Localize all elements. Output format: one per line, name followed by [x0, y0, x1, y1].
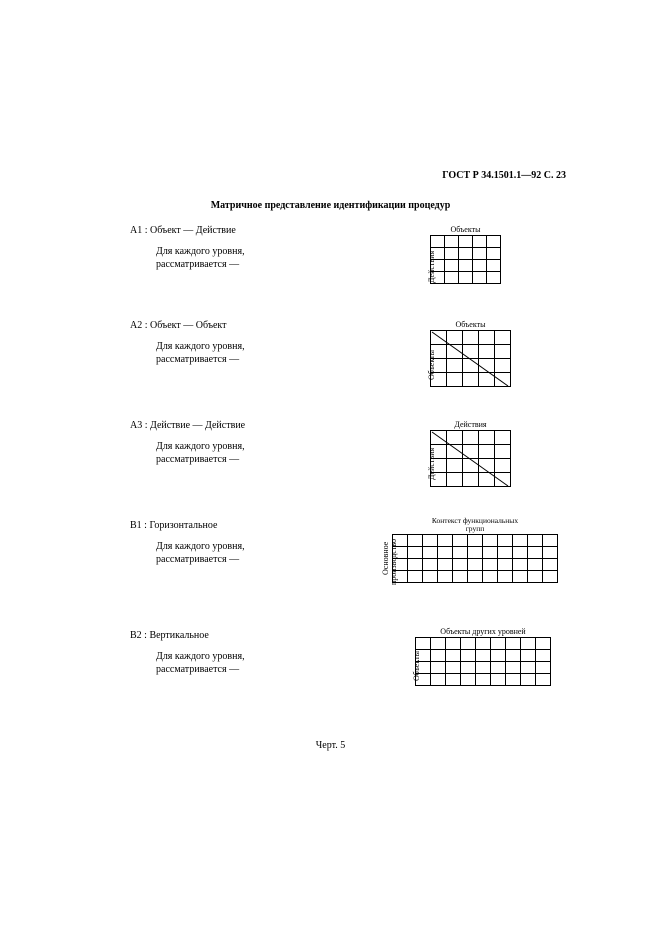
desc-line: рассматривается — — [156, 259, 239, 270]
desc-line: Для каждого уровня, — [156, 541, 245, 552]
desc-line: рассматривается — — [156, 454, 239, 465]
matrix-a2: Объекты Объекты — [430, 320, 511, 387]
matrix-left-label: Объекты — [412, 651, 421, 681]
desc-line: рассматривается — — [156, 554, 239, 565]
desc-line: Для каждого уровня, — [156, 651, 245, 662]
page-title: Матричное представление идентификации пр… — [0, 200, 661, 211]
matrix-grid — [415, 637, 551, 686]
figure-caption: Черт. 5 — [0, 740, 661, 751]
section-heading: Горизонтальное — [149, 520, 217, 531]
diagonal-line-icon — [430, 430, 510, 488]
matrix-top-label: Контекст функциональных групп — [392, 517, 558, 533]
matrix-top-label: Объекты других уровней — [415, 627, 551, 636]
section-heading: Объект — Действие — [150, 225, 236, 236]
label-line: групп — [466, 524, 485, 533]
section-heading: Вертикальное — [149, 630, 208, 641]
matrix-grid — [430, 235, 501, 284]
section-code: A3 : — [130, 420, 148, 431]
section-code: B2 : — [130, 630, 147, 641]
diagonal-line-icon — [430, 330, 510, 388]
matrix-top-label: Действия — [430, 420, 511, 429]
matrix-left-label: Действия — [427, 251, 436, 283]
section-code: A2 : — [130, 320, 148, 331]
document-page: ГОСТ Р 34.1501.1—92 С. 23 Матричное пред… — [0, 0, 661, 935]
matrix-top-label: Объекты — [430, 320, 511, 329]
matrix-b2: Объекты других уровней Объекты — [415, 627, 551, 686]
desc-line: рассматривается — — [156, 354, 239, 365]
matrix-left-label-l2: производство — [389, 539, 398, 585]
section-heading: Объект — Объект — [150, 320, 227, 331]
matrix-a3: Действия Действия — [430, 420, 511, 487]
section-code: A1 : — [130, 225, 148, 236]
section-heading: Действие — Действие — [150, 420, 245, 431]
desc-line: Для каждого уровня, — [156, 441, 245, 452]
page-header: ГОСТ Р 34.1501.1—92 С. 23 — [442, 170, 566, 181]
desc-line: рассматривается — — [156, 664, 239, 675]
matrix-top-label: Объекты — [430, 225, 501, 234]
matrix-grid — [392, 534, 558, 583]
desc-line: Для каждого уровня, — [156, 341, 245, 352]
matrix-b1: Контекст функциональных групп Основное п… — [392, 517, 558, 583]
matrix-a1: Объекты Действия — [430, 225, 501, 284]
section-desc: Для каждого уровня, рассматривается — — [156, 246, 566, 271]
desc-line: Для каждого уровня, — [156, 246, 245, 257]
section-code: B1 : — [130, 520, 147, 531]
